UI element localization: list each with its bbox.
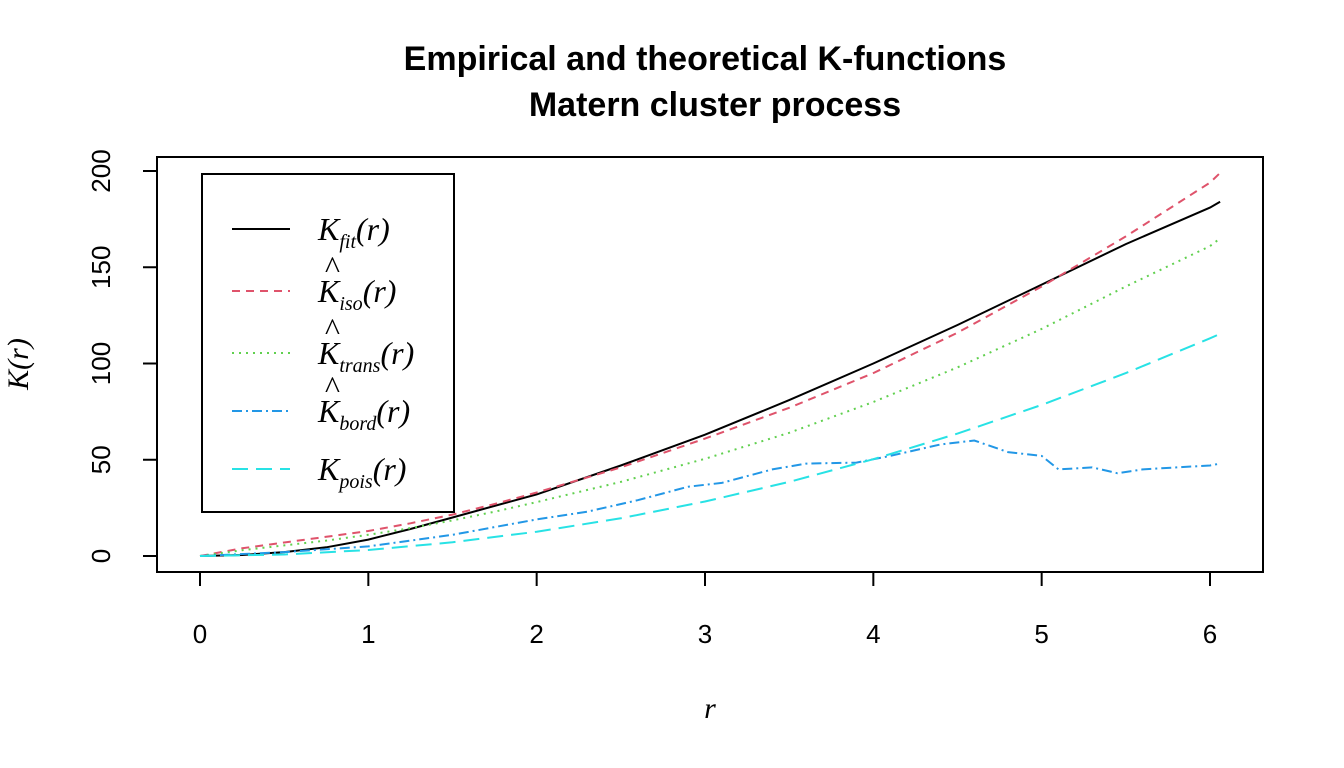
legend-label-trans: Ktrans(r) xyxy=(317,335,414,377)
series-line-trans xyxy=(199,237,1221,557)
legend: Kfit(r)Kiso(r)^Ktrans(r)^Kbord(r)^Kpois(… xyxy=(201,173,455,513)
y-tick-label: 50 xyxy=(86,445,116,474)
x-axis-label: r xyxy=(704,692,716,725)
y-tick-label: 150 xyxy=(86,246,116,289)
legend-label-iso: Kiso(r) xyxy=(317,273,396,315)
y-tick-label: 0 xyxy=(86,549,116,563)
legend-label-bord: Kbord(r) xyxy=(317,393,410,435)
x-tick-label: 0 xyxy=(193,619,207,649)
x-tick-label: 5 xyxy=(1034,619,1048,649)
legend-hat-icon: ^ xyxy=(324,249,340,285)
x-tick-label: 3 xyxy=(698,619,712,649)
chart-title: Empirical and theoretical K-functions xyxy=(404,40,1007,78)
y-axis-label: K(r) xyxy=(2,338,35,391)
y-tick-label: 200 xyxy=(86,149,116,192)
series-line-pois xyxy=(199,332,1221,557)
x-axis: 0 1 2 3 4 5 6 xyxy=(193,571,1217,649)
x-tick-label: 2 xyxy=(529,619,543,649)
y-tick-label: 100 xyxy=(86,342,116,385)
x-tick-label: 1 xyxy=(361,619,375,649)
y-axis: 0 50 100 150 200 xyxy=(86,149,158,563)
legend-hat-icon: ^ xyxy=(324,311,340,347)
x-tick-label: 6 xyxy=(1203,619,1217,649)
chart-subtitle: Matern cluster process xyxy=(529,86,901,124)
legend-box xyxy=(201,173,455,513)
legend-label-fit: Kfit(r) xyxy=(317,211,390,253)
legend-label-pois: Kpois(r) xyxy=(317,451,406,493)
series-line-fit xyxy=(199,200,1221,557)
series-layer xyxy=(199,172,1221,557)
x-tick-label: 4 xyxy=(866,619,880,649)
legend-hat-icon: ^ xyxy=(324,369,340,405)
